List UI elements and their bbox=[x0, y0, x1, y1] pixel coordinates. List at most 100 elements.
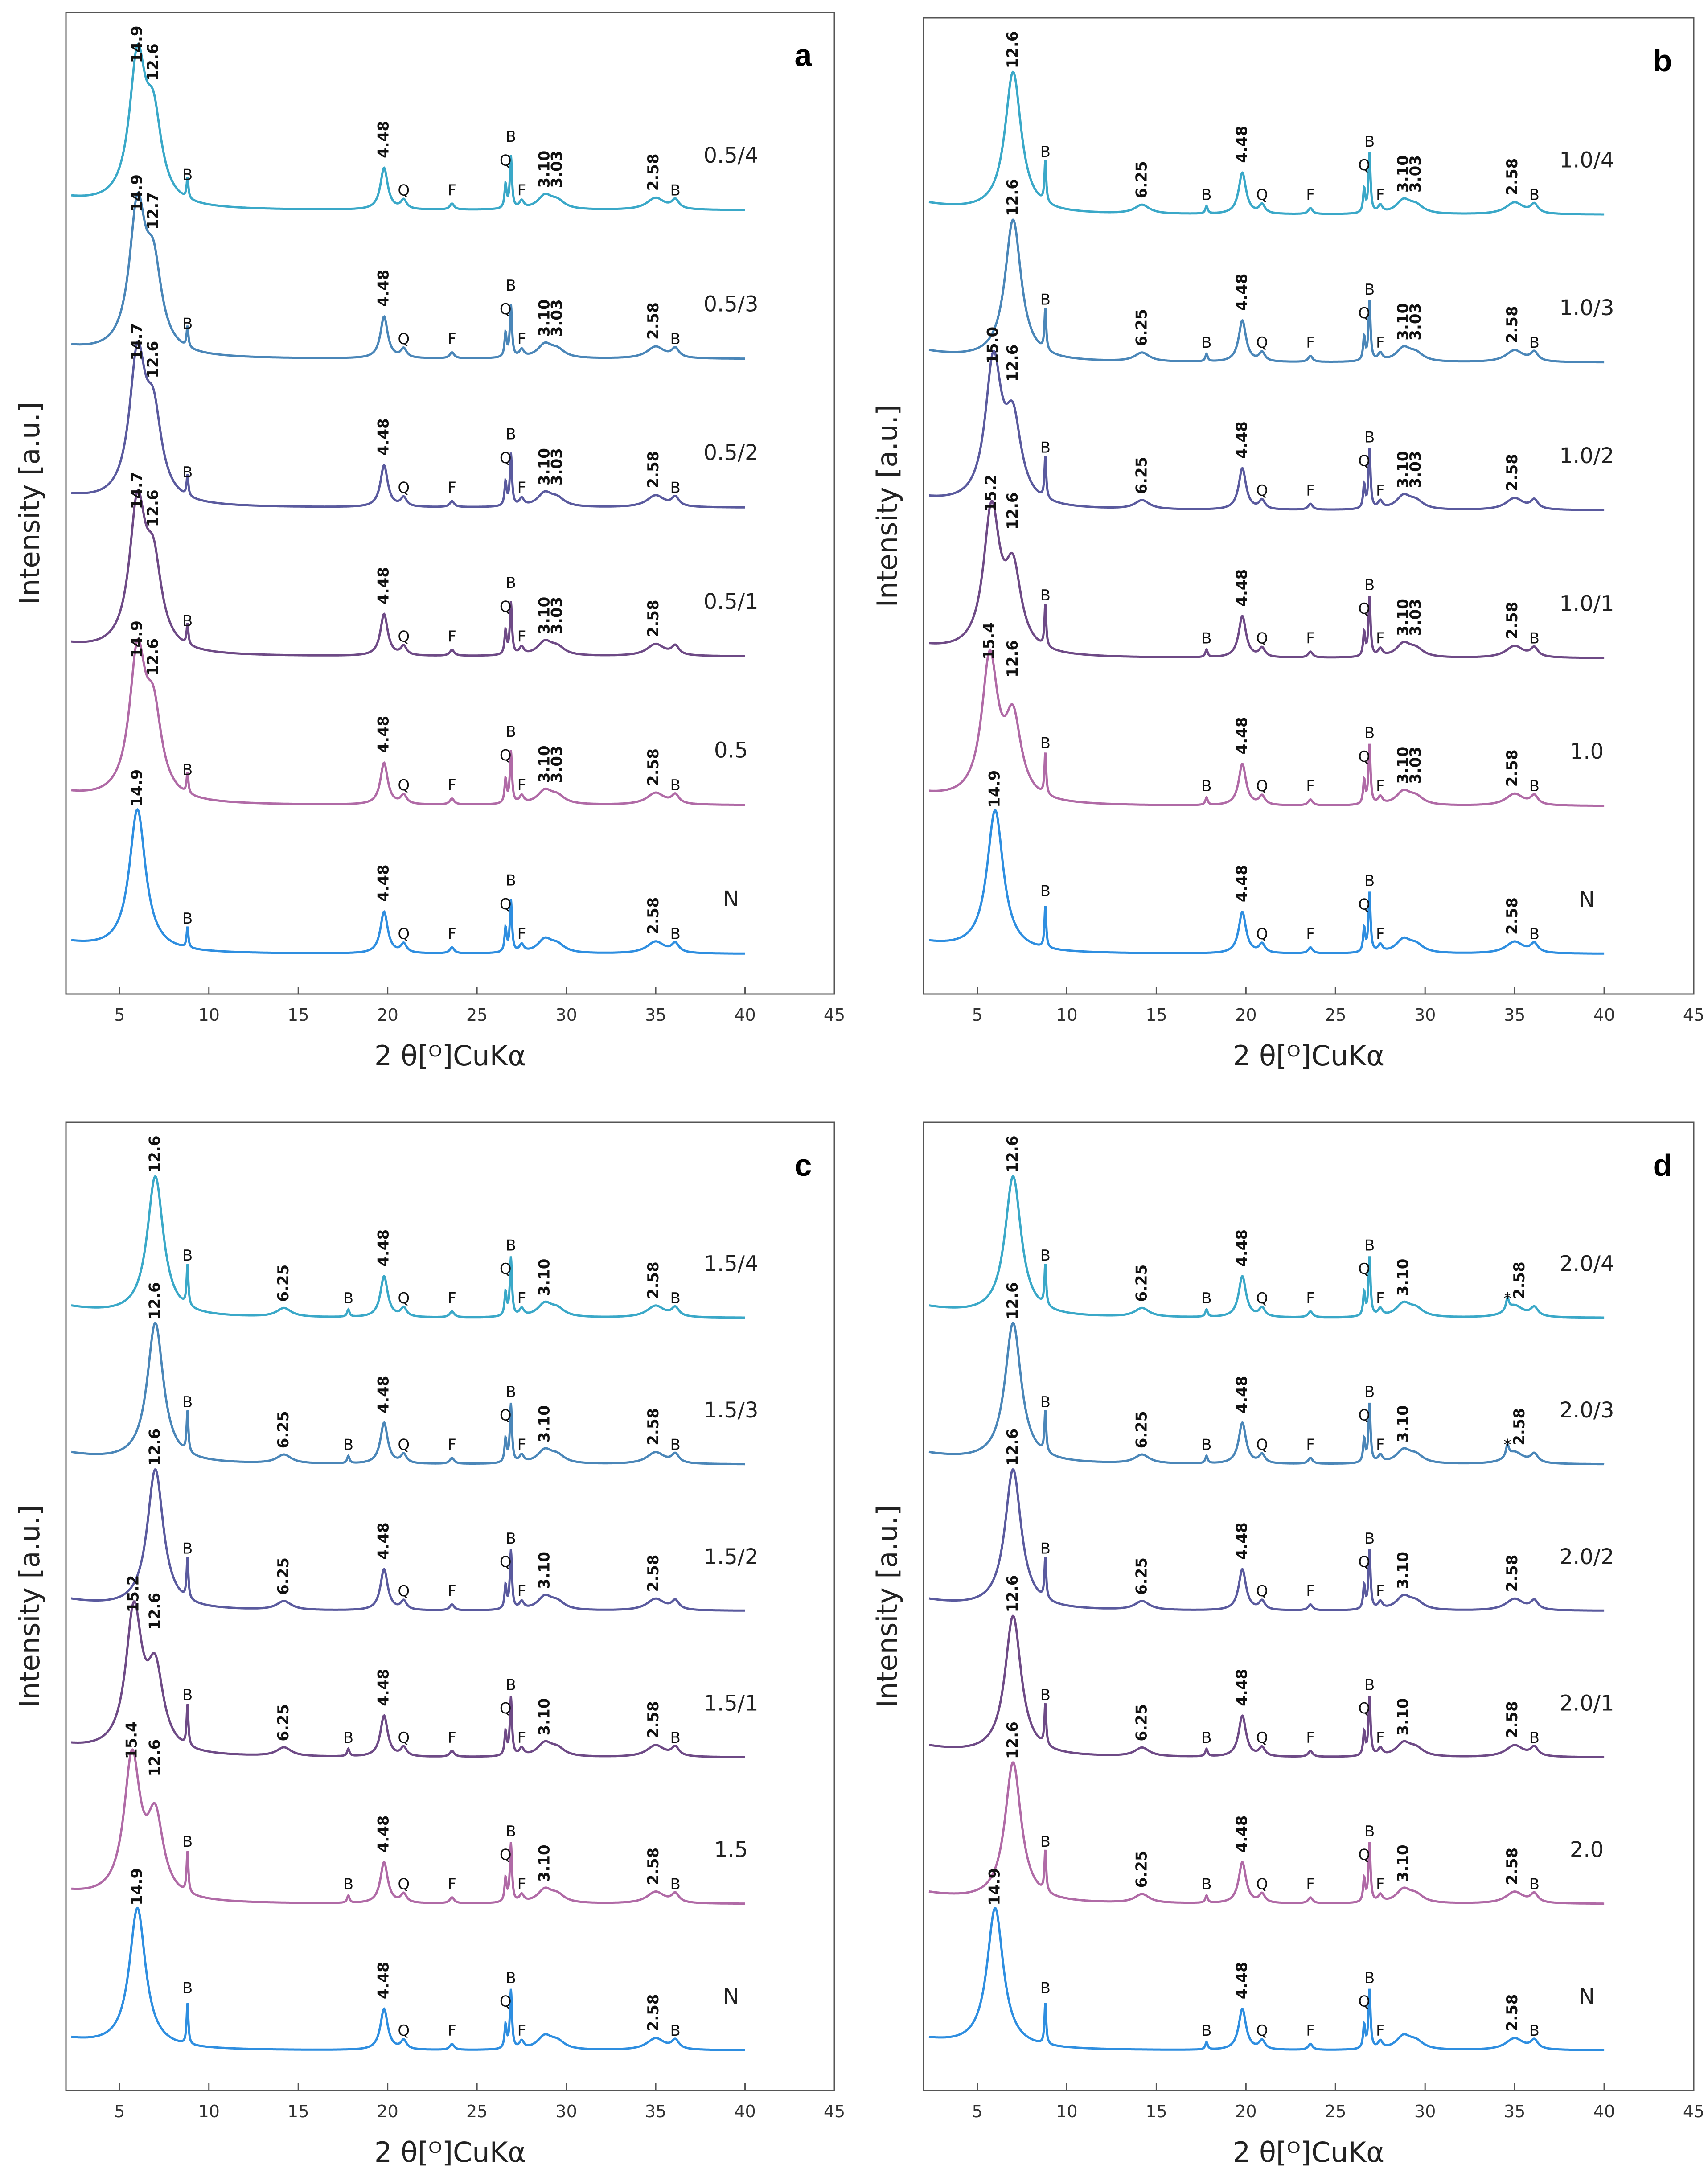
sample-label: N bbox=[723, 887, 739, 912]
d-spacing-label: 12.6 bbox=[1004, 1282, 1022, 1319]
phase-label: F bbox=[448, 2022, 456, 2040]
phase-label: F bbox=[1306, 1290, 1315, 1307]
d-spacing-label: 14.9 bbox=[128, 620, 146, 658]
d-spacing-label: 2.58 bbox=[645, 1994, 662, 2032]
phase-label: B bbox=[506, 128, 516, 146]
d-spacing-label: 12.6 bbox=[1004, 1575, 1022, 1613]
xrd-curve bbox=[71, 1322, 745, 1466]
phase-label: B bbox=[1364, 1530, 1375, 1548]
y-axis-title: Intensity [a.u.] bbox=[13, 1505, 46, 1708]
phase-label: Q bbox=[398, 181, 410, 199]
d-spacing-label: 4.48 bbox=[375, 1816, 393, 1853]
phase-label: F bbox=[1306, 186, 1315, 204]
xrd-curve bbox=[71, 1906, 745, 2051]
phase-label: * bbox=[1504, 1290, 1511, 1307]
sample-label: 0.5/4 bbox=[703, 143, 758, 168]
phase-label: F bbox=[448, 1582, 456, 1600]
d-spacing-label: 4.48 bbox=[375, 121, 393, 158]
phase-label: B bbox=[1040, 439, 1051, 456]
d-spacing-label: 14.9 bbox=[986, 770, 1004, 808]
d-spacing-label: 4.48 bbox=[375, 1522, 393, 1560]
x-tick-label: 25 bbox=[466, 2102, 488, 2121]
d-spacing-label: 15.4 bbox=[981, 622, 998, 660]
d-spacing-label: 2.58 bbox=[645, 451, 662, 489]
phase-label: B bbox=[670, 181, 681, 199]
panel-frame bbox=[65, 1121, 835, 2091]
d-spacing-label: 4.48 bbox=[1233, 865, 1251, 902]
phase-label: Q bbox=[500, 1700, 512, 1717]
d-spacing-label: 12.6 bbox=[1004, 179, 1022, 216]
phase-label: B bbox=[1201, 1729, 1211, 1747]
phase-label: F bbox=[1376, 1436, 1385, 1454]
phase-label: F bbox=[1376, 186, 1385, 204]
phase-label: F bbox=[517, 776, 526, 794]
d-spacing-label: 12.6 bbox=[144, 43, 162, 81]
sample-label: N bbox=[723, 1984, 739, 2009]
phase-label: B bbox=[343, 1290, 353, 1307]
d-spacing-label: 6.25 bbox=[275, 1704, 292, 1742]
phase-label: B bbox=[506, 1236, 516, 1254]
d-spacing-label: 4.48 bbox=[375, 1669, 393, 1706]
phase-label: Q bbox=[398, 628, 410, 645]
d-spacing-label: 2.58 bbox=[645, 1848, 662, 1885]
d-spacing-label: 2.58 bbox=[1503, 1701, 1521, 1738]
panel-d: d 5 10 15 20 25 30 35 40 45 2 θ[ᴼ]CuKα Intensity [a… bbox=[871, 1121, 1704, 2169]
d-spacing-label: 3.10 bbox=[1394, 155, 1412, 193]
d-spacing-label: 2.58 bbox=[645, 1408, 662, 1446]
phase-label: B bbox=[1364, 1676, 1375, 1694]
panel-frame bbox=[923, 17, 1695, 995]
phase-label: B bbox=[182, 1979, 193, 1997]
phase-label: * bbox=[1504, 1436, 1511, 1454]
d-spacing-label: 12.6 bbox=[1004, 345, 1022, 382]
d-spacing-label: 3.03 bbox=[1407, 599, 1425, 636]
d-spacing-label: 4.48 bbox=[1233, 569, 1251, 607]
phase-label: F bbox=[1376, 1875, 1385, 1893]
d-spacing-label: 3.03 bbox=[548, 151, 566, 188]
phase-label: F bbox=[517, 330, 526, 348]
phase-label: F bbox=[448, 1729, 456, 1747]
phase-label: B bbox=[182, 761, 193, 779]
phase-label: B bbox=[670, 776, 681, 794]
d-spacing-label: 12.6 bbox=[1004, 1136, 1022, 1173]
d-spacing-label: 2.58 bbox=[1503, 1994, 1521, 2032]
phase-label: Q bbox=[500, 449, 512, 467]
y-axis-title: Intensity [a.u.] bbox=[13, 402, 46, 605]
phase-label: F bbox=[1306, 1875, 1315, 1893]
xrd-curve bbox=[71, 489, 745, 657]
d-spacing-label: 4.48 bbox=[1233, 126, 1251, 163]
phase-label: Q bbox=[1256, 925, 1268, 943]
phase-label: B bbox=[1040, 735, 1051, 752]
d-spacing-label: 2.58 bbox=[645, 1555, 662, 1592]
phase-label: B bbox=[506, 1383, 516, 1401]
d-spacing-label: 12.6 bbox=[1004, 31, 1022, 68]
d-spacing-label: 6.25 bbox=[1133, 457, 1150, 494]
phase-label: B bbox=[506, 723, 516, 741]
d-spacing-label: 3.03 bbox=[548, 745, 566, 783]
phase-label: F bbox=[517, 1290, 526, 1307]
d-spacing-label: 4.48 bbox=[1233, 1229, 1251, 1267]
phase-label: B bbox=[1364, 1236, 1375, 1254]
phase-label: B bbox=[1201, 777, 1211, 795]
d-spacing-label: 3.10 bbox=[1394, 1552, 1412, 1589]
phase-label: F bbox=[1376, 630, 1385, 648]
phase-label: B bbox=[670, 2022, 681, 2040]
d-spacing-label: 2.58 bbox=[1503, 1848, 1521, 1885]
phase-label: B bbox=[1364, 281, 1375, 299]
d-spacing-label: 3.10 bbox=[1394, 303, 1412, 341]
phase-label: F bbox=[517, 1729, 526, 1747]
phase-label: F bbox=[1376, 1582, 1385, 1600]
d-spacing-label: 3.10 bbox=[1394, 747, 1412, 784]
phase-label: B bbox=[1529, 925, 1540, 943]
phase-label: F bbox=[1306, 925, 1315, 943]
d-spacing-label: 2.58 bbox=[1503, 897, 1521, 935]
sample-label: 0.5/3 bbox=[703, 292, 758, 317]
phase-label: F bbox=[1376, 334, 1385, 352]
phase-label: Q bbox=[1358, 600, 1370, 618]
x-tick-label: 40 bbox=[734, 2102, 755, 2121]
phase-label: B bbox=[1364, 133, 1375, 151]
phase-label: Q bbox=[500, 152, 512, 170]
